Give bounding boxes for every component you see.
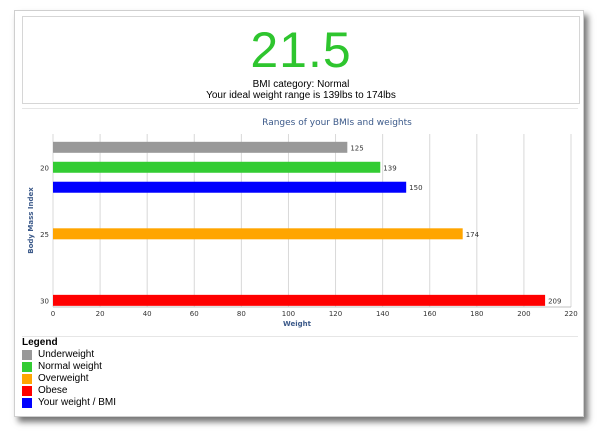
x-axis-title: Weight <box>283 320 312 328</box>
legend-items: Underweight Normal weight Overweight Obese Y… <box>22 349 578 409</box>
legend-swatch <box>22 374 32 384</box>
legend-label: Normal weight <box>38 361 102 372</box>
legend-item: Your weight / BMI <box>22 397 578 409</box>
bmi-weight-chart: Ranges of your BMIs and weights 0 20 40 60 80… <box>27 118 578 328</box>
bar <box>53 181 407 193</box>
x-tick-label: 40 <box>143 310 152 318</box>
x-tick-label: 180 <box>470 310 483 318</box>
y-tick-label: 20 <box>40 164 49 172</box>
x-tick-label: 140 <box>376 310 389 318</box>
bar-value-label: 209 <box>548 297 561 305</box>
bar <box>53 228 463 240</box>
x-tick-label: 80 <box>237 310 246 318</box>
legend-swatch <box>22 362 32 372</box>
chart-title: Ranges of your BMIs and weights <box>262 118 412 128</box>
legend-label: Obese <box>38 385 68 396</box>
legend-swatch <box>22 350 32 360</box>
bar-value-label: 150 <box>409 184 422 192</box>
legend-label: Underweight <box>38 349 95 360</box>
y-tick-label: 30 <box>40 297 49 305</box>
legend-item: Overweight <box>22 373 578 385</box>
x-tick-label: 220 <box>564 310 577 318</box>
ideal-weight-range: Your ideal weight range is 139lbs to 174… <box>206 90 396 101</box>
bmi-value: 21.5 <box>250 22 352 78</box>
x-tick-label: 120 <box>329 310 342 318</box>
bmi-result-panel: 21.5 BMI category: Normal Your ideal wei… <box>22 16 580 104</box>
legend: Legend Underweight Normal weight Overweigh… <box>22 336 578 409</box>
legend-label: Overweight <box>38 373 89 384</box>
legend-item: Obese <box>22 385 578 397</box>
x-tick-label: 0 <box>51 310 55 318</box>
bar-value-label: 125 <box>350 144 363 152</box>
x-tick-label: 100 <box>282 310 295 318</box>
y-tick-label: 25 <box>40 231 49 239</box>
x-tick-label: 160 <box>423 310 436 318</box>
legend-label: Your weight / BMI <box>38 397 117 408</box>
legend-title: Legend <box>22 337 58 348</box>
bar-value-label: 139 <box>383 164 396 172</box>
bar-value-label: 174 <box>466 231 480 239</box>
legend-item: Underweight <box>22 349 578 361</box>
x-tick-label: 60 <box>190 310 199 318</box>
legend-swatch <box>22 386 32 396</box>
bar <box>53 294 546 306</box>
bar <box>53 141 348 153</box>
x-tick-label: 200 <box>517 310 530 318</box>
y-axis-title: Body Mass Index <box>27 187 35 254</box>
bmi-category: BMI category: Normal <box>252 79 350 90</box>
chart-panel: Ranges of your BMIs and weights 0 20 40 60 80… <box>22 108 578 335</box>
bar <box>53 161 381 173</box>
legend-item: Normal weight <box>22 361 578 373</box>
legend-swatch <box>22 398 32 408</box>
x-tick-label: 20 <box>96 310 105 318</box>
